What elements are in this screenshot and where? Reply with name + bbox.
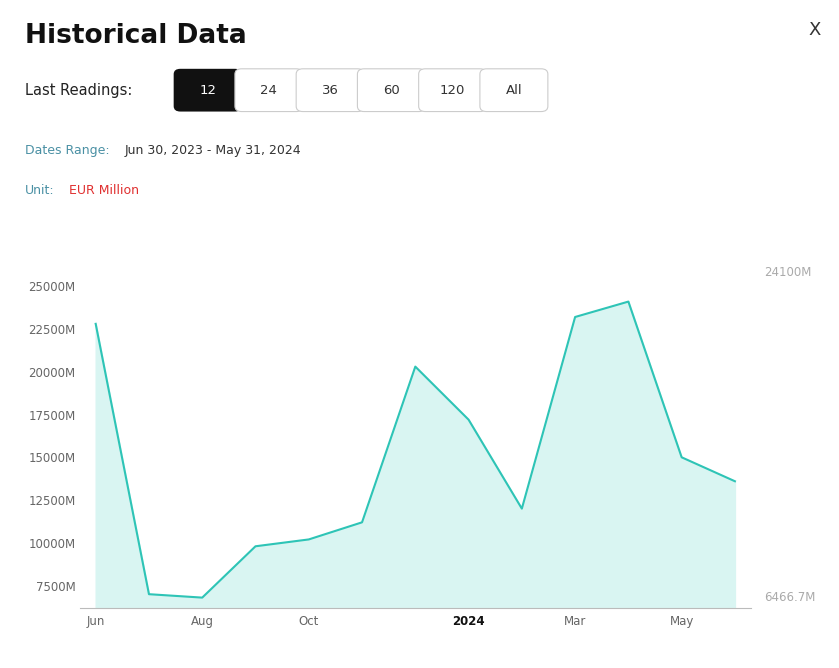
Text: EUR Million: EUR Million (69, 184, 138, 197)
Text: 36: 36 (321, 84, 339, 97)
Text: 24100M: 24100M (764, 266, 811, 279)
Text: All: All (506, 84, 522, 97)
Text: 6466.7M: 6466.7M (764, 591, 816, 605)
Text: X: X (808, 21, 821, 39)
Text: 120: 120 (440, 84, 466, 97)
Text: Last Readings:: Last Readings: (25, 83, 133, 98)
Text: Jun 30, 2023 - May 31, 2024: Jun 30, 2023 - May 31, 2024 (124, 144, 301, 157)
Text: 12: 12 (199, 84, 216, 97)
Text: 24: 24 (260, 84, 278, 97)
Text: Unit:: Unit: (25, 184, 55, 197)
Text: 60: 60 (383, 84, 399, 97)
Text: Historical Data: Historical Data (25, 23, 247, 49)
Text: Dates Range:: Dates Range: (25, 144, 110, 157)
